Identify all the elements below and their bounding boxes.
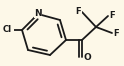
Text: Cl: Cl	[2, 25, 12, 35]
FancyBboxPatch shape	[0, 27, 14, 34]
Text: F: F	[109, 11, 115, 21]
FancyBboxPatch shape	[34, 10, 42, 17]
FancyBboxPatch shape	[83, 54, 91, 61]
Text: F: F	[75, 8, 81, 16]
FancyBboxPatch shape	[75, 9, 81, 15]
Text: F: F	[113, 29, 119, 37]
FancyBboxPatch shape	[112, 30, 120, 36]
Text: O: O	[83, 52, 91, 62]
FancyBboxPatch shape	[108, 13, 115, 19]
Text: N: N	[34, 10, 42, 18]
